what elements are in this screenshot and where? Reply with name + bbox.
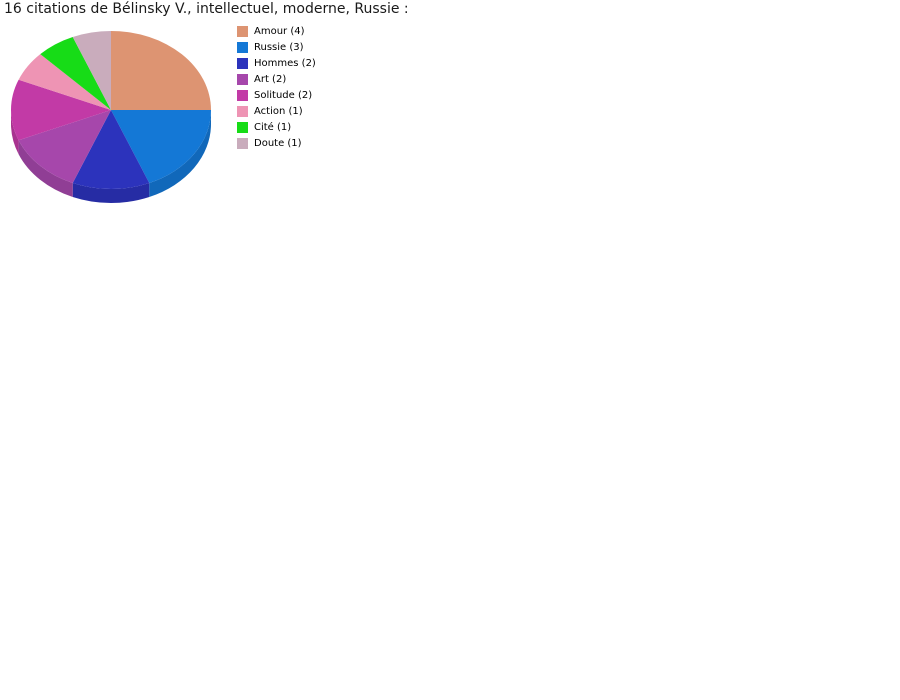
legend-item-solitude: Solitude (2)	[237, 87, 316, 103]
legend-label: Art (2)	[254, 73, 287, 85]
legend-label: Solitude (2)	[254, 89, 313, 101]
legend-label: Action (1)	[254, 105, 303, 117]
legend-label: Amour (4)	[254, 25, 305, 37]
pie-slice-art	[18, 110, 111, 183]
legend-item-art: Art (2)	[237, 71, 316, 87]
legend-item-cite: Cité (1)	[237, 119, 316, 135]
legend-swatch-russie	[237, 41, 248, 53]
legend-item-russie: Russie (3)	[237, 39, 316, 55]
legend-swatch-hommes	[237, 57, 248, 69]
legend-swatch-action	[237, 105, 248, 117]
legend-swatch-solitude	[237, 89, 248, 101]
legend-item-hommes: Hommes (2)	[237, 55, 316, 71]
pie-slice-side-art	[18, 140, 73, 197]
legend-swatch-doute	[237, 137, 248, 149]
pie-slice-action	[18, 54, 111, 110]
legend-swatch-cite	[237, 121, 248, 133]
pie-chart	[10, 31, 212, 204]
legend: Amour (4) Russie (3) Hommes (2) Art (2) Soli…	[237, 23, 316, 151]
legend-item-doute: Doute (1)	[237, 135, 316, 151]
pie-slice-side-solitude	[10, 110, 19, 155]
pie-slice-russie	[111, 110, 212, 183]
pie-slice-solitude	[10, 79, 111, 141]
chart-title: 16 citations de Bélinsky V., intellectue…	[4, 1, 409, 17]
pie-slice-cite	[40, 37, 111, 111]
pie-slice-side-russie	[149, 110, 212, 197]
legend-swatch-art	[237, 73, 248, 85]
legend-label: Doute (1)	[254, 137, 302, 149]
legend-swatch-amour	[237, 25, 248, 37]
legend-label: Hommes (2)	[254, 57, 316, 69]
legend-item-action: Action (1)	[237, 103, 316, 119]
pie-slice-doute	[72, 31, 111, 110]
legend-label: Cité (1)	[254, 121, 292, 133]
legend-item-amour: Amour (4)	[237, 23, 316, 39]
pie-slice-amour	[111, 31, 211, 110]
pie-slice-side-hommes	[72, 182, 150, 204]
legend-label: Russie (3)	[254, 41, 304, 53]
pie-slice-hommes	[72, 110, 150, 190]
